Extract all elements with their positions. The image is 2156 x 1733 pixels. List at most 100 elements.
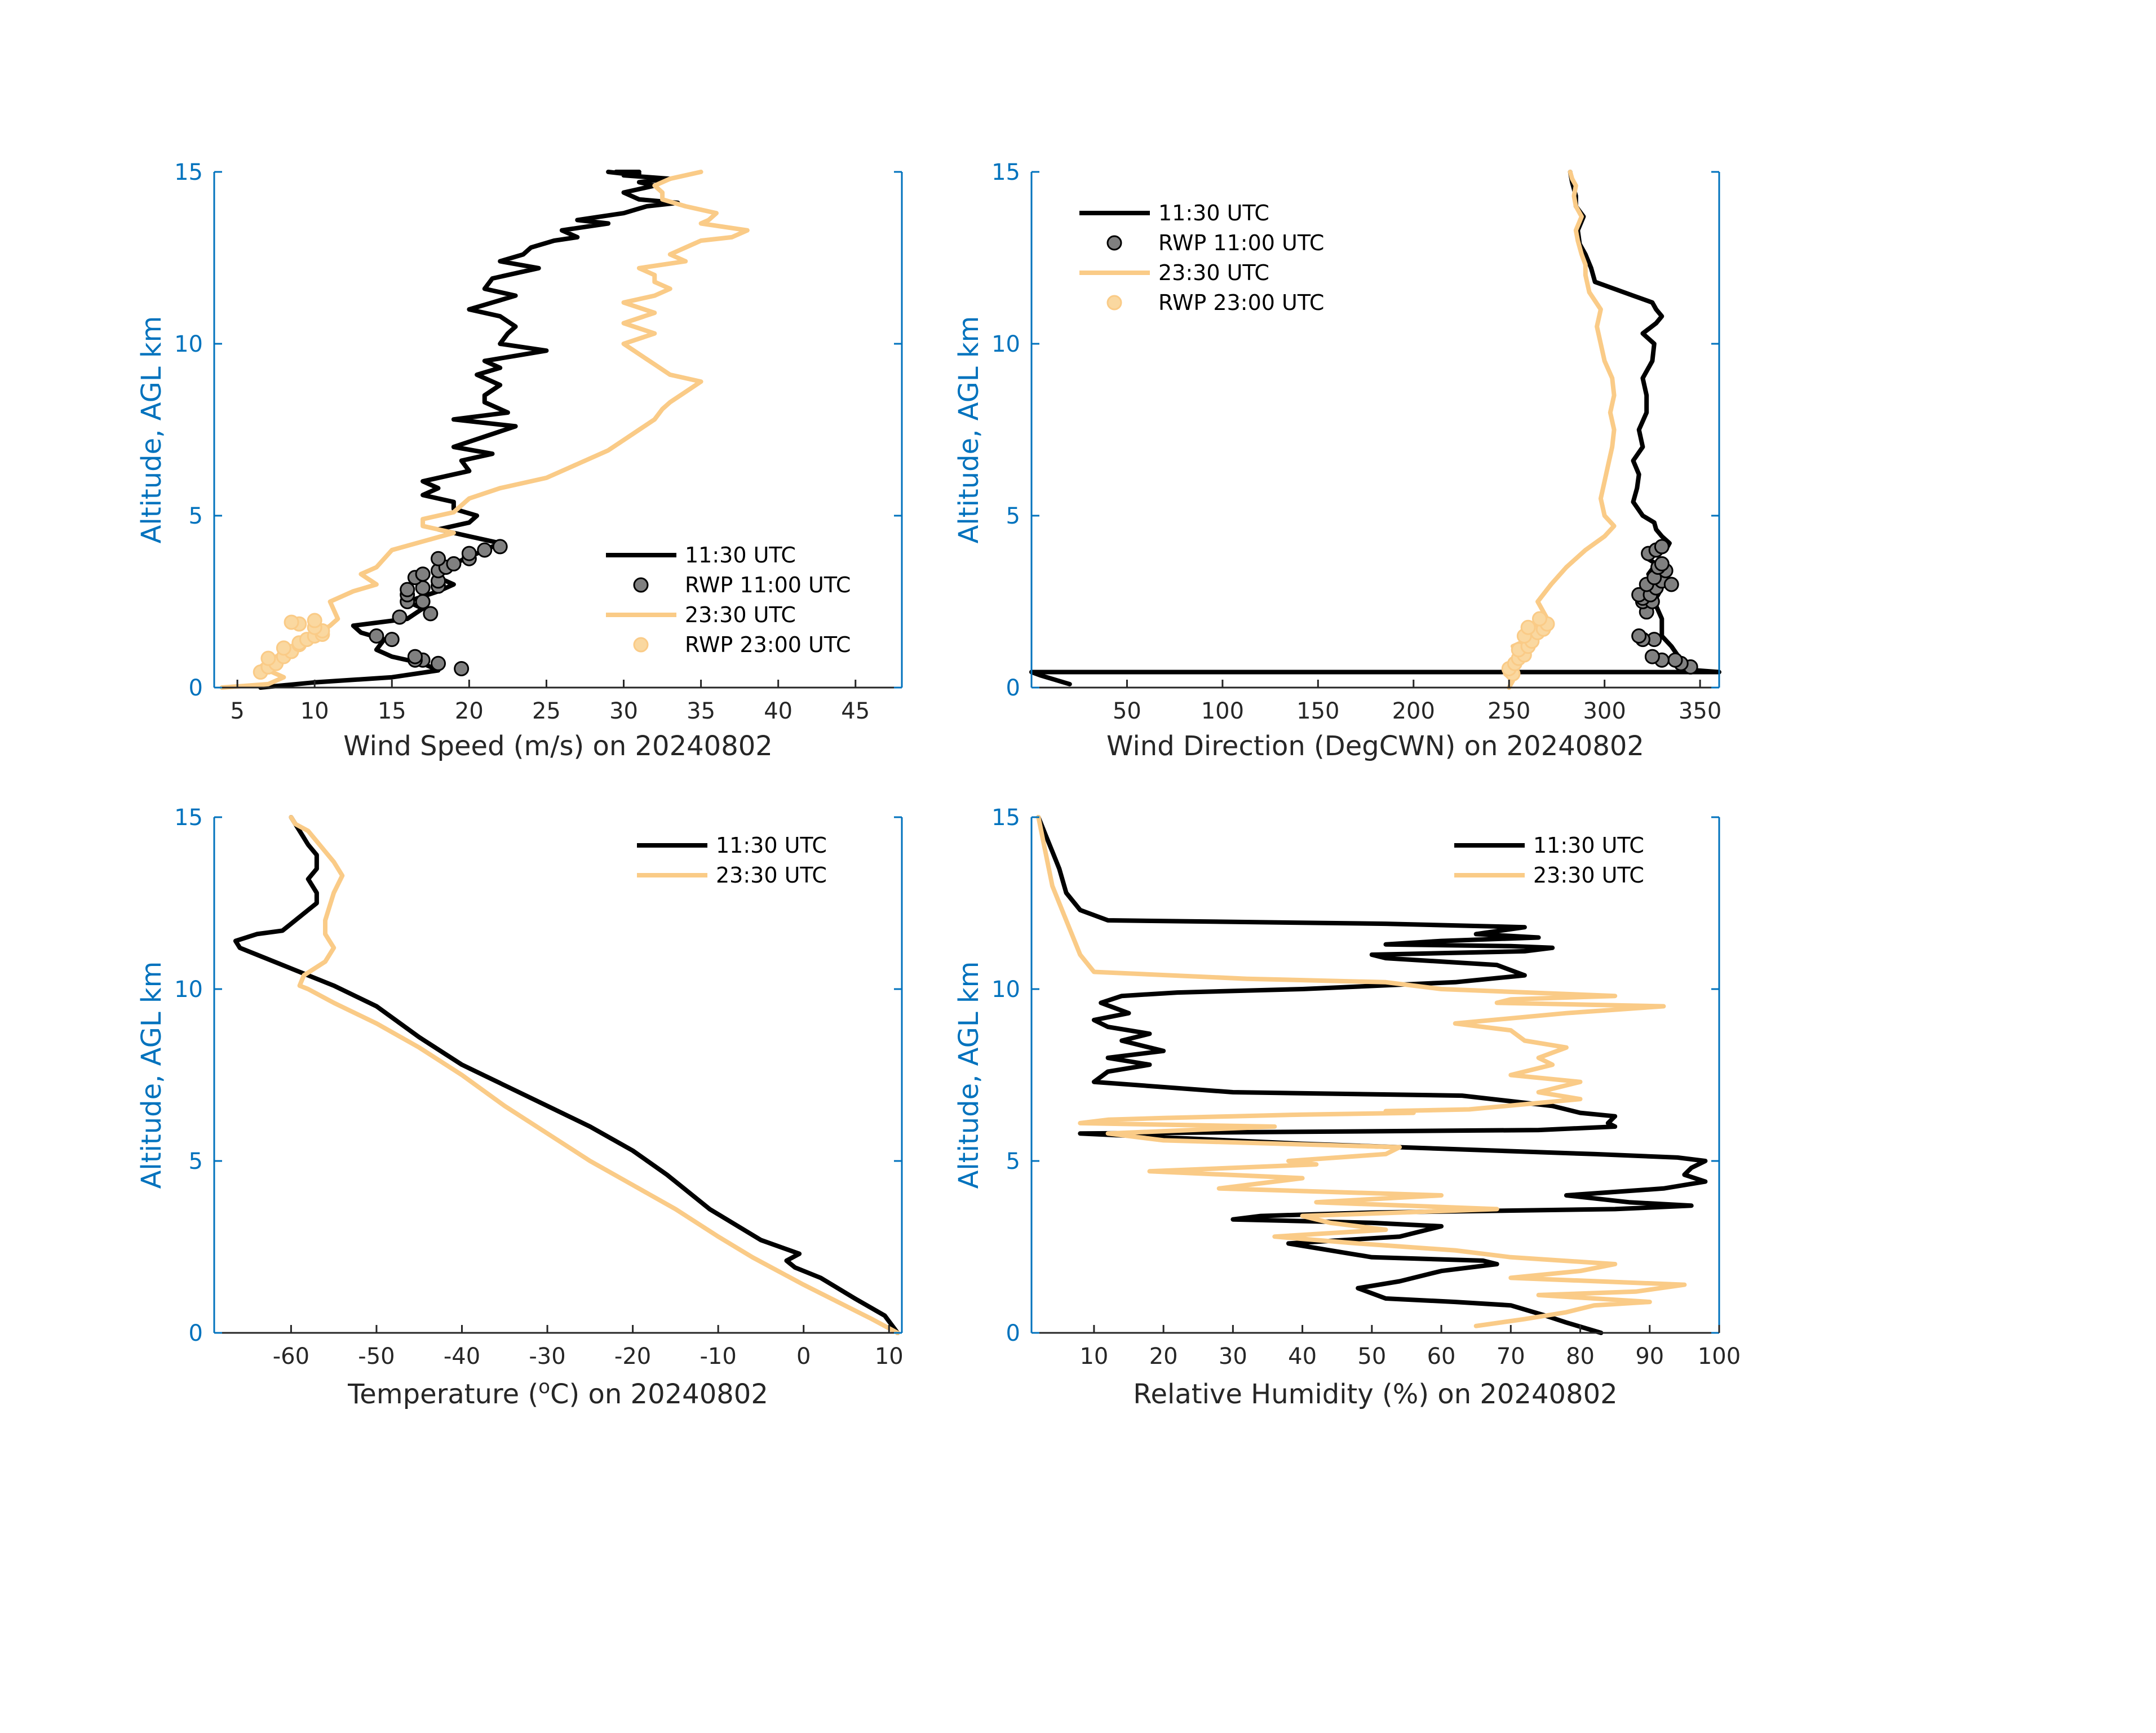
x-tick-label: 250 xyxy=(1487,698,1530,724)
y-tick-label: 0 xyxy=(1006,1320,1020,1346)
x-tick-label: 15 xyxy=(378,698,406,724)
legend: 11:30 UTC 23:30 UTC xyxy=(1454,833,1644,888)
data-point xyxy=(477,542,493,558)
legend-label: 11:30 UTC xyxy=(1158,201,1269,225)
series-group xyxy=(1036,815,1708,1335)
data-point xyxy=(400,582,415,597)
data-point xyxy=(492,539,508,555)
series-group xyxy=(219,170,750,690)
x-tick-label: 70 xyxy=(1497,1344,1525,1369)
x-tick-label: -40 xyxy=(444,1344,480,1369)
data-point xyxy=(260,650,276,666)
legend: 11:30 UTC RWP 11:00 UTC 23:30 UTC RWP 23:00… xyxy=(1079,201,1324,315)
legend-label: RWP 11:00 UTC xyxy=(685,573,851,597)
y-tick-label: 10 xyxy=(174,331,203,357)
x-tick-label: 40 xyxy=(1288,1344,1317,1369)
x-tick-label: 150 xyxy=(1296,698,1339,724)
data-point xyxy=(415,566,431,582)
data-point xyxy=(1667,652,1683,668)
legend-label: RWP 11:00 UTC xyxy=(1158,231,1324,255)
series-line-23-30-utc xyxy=(1036,815,1687,1328)
data-point xyxy=(407,649,423,664)
series-group xyxy=(1029,170,1721,690)
chart-wind-direction: 0 5 10 15 50 100 150 200 250 300 350 Altitude, AGL … xyxy=(953,159,1721,762)
x-tick-label: 25 xyxy=(532,698,561,724)
x-tick-label: 10 xyxy=(1079,1344,1108,1369)
x-tick-label: 50 xyxy=(1357,1344,1386,1369)
y-tick-label: 15 xyxy=(174,159,203,185)
data-point xyxy=(384,632,400,648)
x-tick-label: -30 xyxy=(529,1344,565,1369)
legend-label: RWP 23:00 UTC xyxy=(1158,290,1324,315)
x-tick-label: 90 xyxy=(1635,1344,1664,1369)
legend-label: 11:30 UTC xyxy=(1533,833,1644,858)
data-point xyxy=(276,640,291,656)
data-point xyxy=(1644,649,1660,664)
x-tick-label: 5 xyxy=(230,698,244,724)
y-tick-label: 15 xyxy=(991,805,1020,831)
legend-label: RWP 23:00 UTC xyxy=(685,632,851,657)
x-tick-label: 40 xyxy=(764,698,793,724)
data-point xyxy=(307,613,322,628)
x-tick-label: 80 xyxy=(1566,1344,1595,1369)
x-tick-label: 350 xyxy=(1679,698,1721,724)
data-point xyxy=(431,655,446,671)
y-tick-label: 5 xyxy=(1006,503,1020,529)
y-axis-label: Altitude, AGL km xyxy=(136,316,167,544)
data-point xyxy=(1531,611,1547,627)
data-point xyxy=(431,551,446,566)
y-tick-label: 15 xyxy=(174,805,203,831)
legend-swatch-marker xyxy=(1106,235,1122,251)
series-line-23-30-utc xyxy=(219,170,750,690)
x-axis-label: Wind Direction (DegCWN) on 20240802 xyxy=(1106,730,1644,762)
y-tick-label: 5 xyxy=(1006,1149,1020,1174)
x-tick-label: 100 xyxy=(1201,698,1244,724)
series-line-11-30-utc xyxy=(233,815,900,1335)
x-tick-label: 60 xyxy=(1427,1344,1456,1369)
x-axis-label: Relative Humidity (%) on 20240802 xyxy=(1133,1379,1617,1410)
series-line-11-30-utc xyxy=(1029,170,1721,686)
x-tick-label: 20 xyxy=(1149,1344,1178,1369)
y-tick-label: 5 xyxy=(189,1149,203,1174)
x-tick-label: -20 xyxy=(614,1344,651,1369)
x-tick-label: -60 xyxy=(273,1344,309,1369)
legend-label: 11:30 UTC xyxy=(685,543,796,568)
y-axis-label: Altitude, AGL km xyxy=(953,961,985,1189)
x-tick-label: -10 xyxy=(700,1344,736,1369)
y-tick-label: 10 xyxy=(174,977,203,1003)
y-tick-label: 5 xyxy=(189,503,203,529)
x-tick-label: -50 xyxy=(358,1344,395,1369)
data-point xyxy=(1654,556,1670,571)
chart-temperature: 0 5 10 15 -60 -50 -40 -30 -20 -10 0 10 Altitude, AGL… xyxy=(136,805,904,1410)
legend-swatch-marker xyxy=(633,637,649,653)
legend: 11:30 UTC RWP 11:00 UTC 23:30 UTC RWP 23:00… xyxy=(606,543,851,657)
panels: 0 5 10 15 5 10 15 20 25 30 35 40 45 Altitude, AGL km W… xyxy=(136,159,1741,1410)
y-tick-label: 15 xyxy=(991,159,1020,185)
data-point xyxy=(284,614,299,630)
legend-swatch-marker xyxy=(1106,295,1122,311)
x-tick-label: 30 xyxy=(609,698,638,724)
x-axis-label: Wind Speed (m/s) on 20240802 xyxy=(343,730,773,762)
x-tick-label: 10 xyxy=(300,698,329,724)
legend-label: 23:30 UTC xyxy=(1158,260,1269,285)
data-point xyxy=(423,606,439,622)
series-group xyxy=(233,815,900,1335)
y-tick-label: 0 xyxy=(189,675,203,701)
x-axis-label: Temperature (oC) on 20240802 xyxy=(347,1376,768,1410)
legend-label: 23:30 UTC xyxy=(685,602,796,627)
legend-label: 23:30 UTC xyxy=(716,863,827,888)
data-point xyxy=(446,556,462,571)
y-tick-label: 0 xyxy=(189,1320,203,1346)
x-tick-label: 300 xyxy=(1583,698,1626,724)
x-tick-label: 10 xyxy=(875,1344,904,1369)
data-point xyxy=(1663,577,1679,592)
legend-label: 23:30 UTC xyxy=(1533,863,1644,888)
x-tick-label: 35 xyxy=(687,698,715,724)
data-point xyxy=(392,609,408,625)
x-tick-label: 50 xyxy=(1113,698,1141,724)
y-tick-label: 10 xyxy=(991,977,1020,1003)
x-tick-label: 30 xyxy=(1219,1344,1247,1369)
y-axis-label: Altitude, AGL km xyxy=(136,961,167,1189)
